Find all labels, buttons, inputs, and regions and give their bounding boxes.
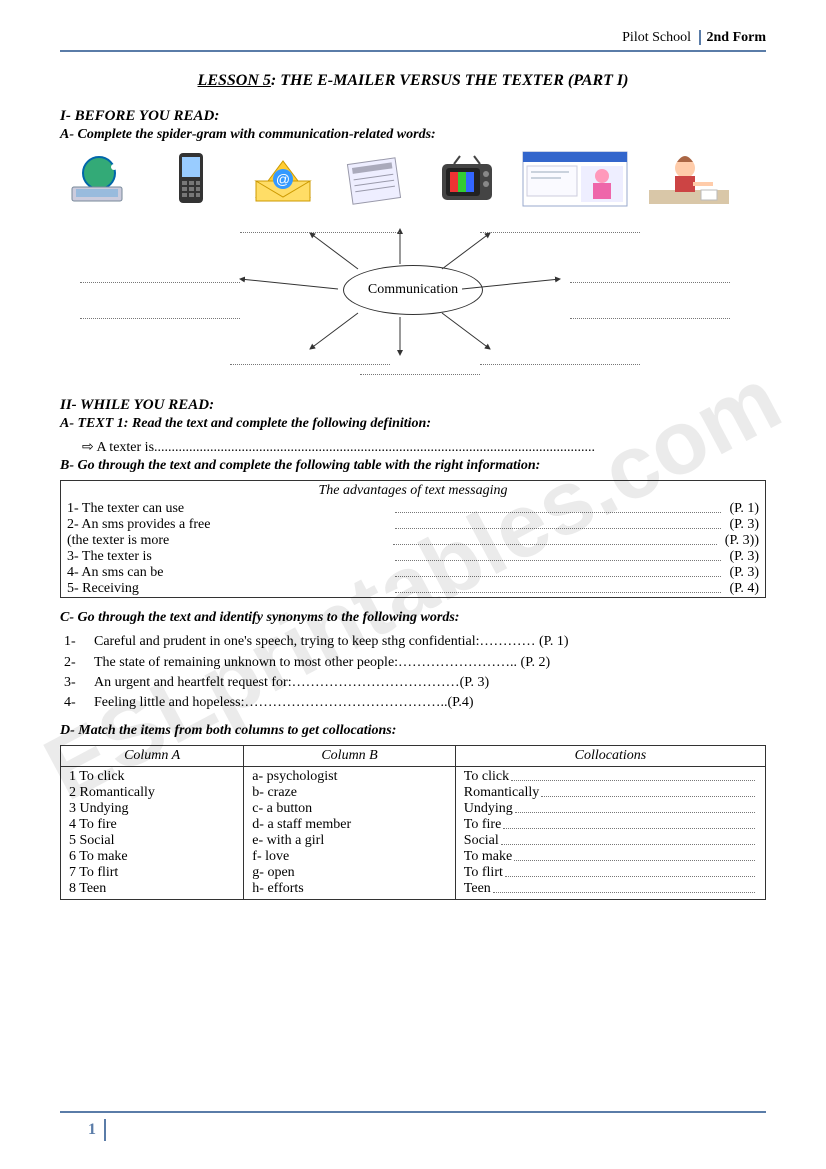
section-2a-heading: A- TEXT 1: Read the text and complete th…	[60, 416, 766, 432]
mobile-phone-icon	[152, 149, 230, 209]
spider-gram: Communication	[60, 219, 766, 389]
section-2b-heading: B- Go through the text and complete the …	[60, 458, 766, 474]
lesson-title: LESSON 5: THE E-MAILER VERSUS THE TEXTER…	[60, 72, 766, 90]
lesson-title-prefix: LESSON 5	[198, 72, 271, 89]
television-icon	[428, 149, 506, 209]
texter-definition-label: A texter is	[96, 440, 154, 455]
table-row: 5- Receiving(P. 4)	[61, 581, 765, 597]
page-header: Pilot School 2nd Form	[60, 30, 766, 46]
collocations-table: Column A Column B Collocations 1 To clic…	[60, 745, 766, 900]
section-1-heading: I- BEFORE YOU READ:	[60, 108, 766, 125]
table-row: (the texter is more(P. 3))	[61, 533, 765, 549]
synonym-row: 3-An urgent and heartfelt request for:………	[60, 673, 766, 693]
document-page: Pilot School 2nd Form LESSON 5: THE E-MA…	[0, 0, 826, 940]
synonym-row: 1-Careful and prudent in one's speech, t…	[60, 632, 766, 652]
footer-rule	[60, 1111, 766, 1113]
section-2c-heading: C- Go through the text and identify syno…	[60, 610, 766, 626]
texter-definition-line: A texter is.............................…	[60, 438, 766, 458]
section-2d-heading: D- Match the items from both columns to …	[60, 723, 766, 739]
synonym-row: 2-The state of remaining unknown to most…	[60, 653, 766, 673]
section-2-heading: II- WHILE YOU READ:	[60, 397, 766, 414]
synonym-row: 4-Feeling little and hopeless:……………………………	[60, 693, 766, 713]
page-footer: 1	[60, 1111, 766, 1141]
col-a-cell: 1 To click2 Romantically3 Undying4 To fi…	[61, 767, 244, 900]
person-writing-icon	[644, 149, 734, 209]
lesson-title-rest: : THE E-MAILER VERSUS THE TEXTER (PART I…	[271, 72, 629, 89]
class-form: 2nd Form	[699, 30, 767, 45]
advantages-table-title: The advantages of text messaging	[61, 481, 765, 501]
email-envelope-icon: @	[244, 149, 322, 209]
internet-globe-icon	[60, 149, 138, 209]
newspaper-icon	[336, 149, 414, 209]
advantages-table: The advantages of text messaging 1- The …	[60, 480, 766, 598]
col-b-cell: a- psychologistb- crazec- a buttond- a s…	[244, 767, 456, 900]
page-number: 1	[80, 1119, 106, 1141]
svg-text:@: @	[276, 171, 290, 187]
header-rule	[60, 50, 766, 52]
col-b-header: Column B	[244, 746, 456, 767]
section-1a-heading: A- Complete the spider-gram with communi…	[60, 127, 766, 143]
table-row: 3- The texter is(P. 3)	[61, 549, 765, 565]
chat-window-icon	[520, 149, 630, 209]
icon-row: @	[60, 149, 766, 209]
table-row: 4- An sms can be(P. 3)	[61, 565, 765, 581]
col-a-header: Column A	[61, 746, 244, 767]
table-row: 1- The texter can use(P. 1)	[61, 501, 765, 517]
table-row: 2- An sms provides a free(P. 3)	[61, 517, 765, 533]
col-c-cell: To clickRomanticallyUndyingTo fireSocial…	[455, 767, 765, 900]
school-name: Pilot School	[622, 30, 691, 45]
col-c-header: Collocations	[455, 746, 765, 767]
